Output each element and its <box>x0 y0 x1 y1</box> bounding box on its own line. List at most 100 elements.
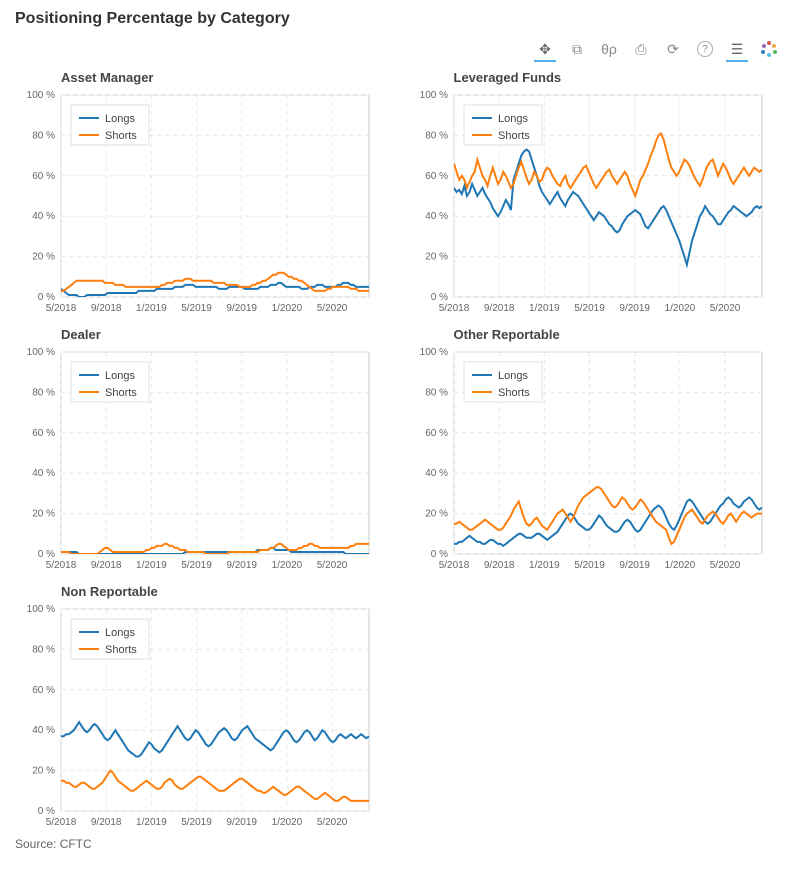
chart-svg-non-reportable[interactable]: 0 % 20 % 40 % 60 % 80 % 100 % 5/2018 9/2018 1/20… <box>15 601 375 831</box>
svg-text:40 %: 40 % <box>425 211 448 222</box>
svg-text:0 %: 0 % <box>38 549 55 560</box>
charts-grid: Asset Manager 0 % 20 % 40 % 60 % 80 % 100 % 5/2… <box>15 70 780 831</box>
help-icon[interactable]: ? <box>694 38 716 62</box>
svg-text:1/2020: 1/2020 <box>272 560 303 571</box>
svg-text:1/2020: 1/2020 <box>272 817 303 828</box>
hover-icon[interactable]: ☰ <box>726 38 748 62</box>
svg-text:Shorts: Shorts <box>498 387 530 399</box>
svg-text:5/2018: 5/2018 <box>46 560 77 571</box>
toolbar: ✥ ⧉ θρ ⎙ ⟳? ☰ <box>15 34 780 70</box>
svg-text:0 %: 0 % <box>430 292 447 303</box>
chart-other-reportable: Other Reportable 0 % 20 % 40 % 60 % 80 % 100 %… <box>408 327 781 574</box>
save-icon[interactable]: ⎙ <box>630 38 652 62</box>
svg-text:5/2020: 5/2020 <box>317 303 348 314</box>
svg-text:Longs: Longs <box>498 113 528 125</box>
svg-text:80 %: 80 % <box>425 130 448 141</box>
chart-title-non-reportable: Non Reportable <box>61 584 388 599</box>
chart-svg-dealer[interactable]: 0 %20 %40 %60 %80 %100 %5/20189/20181/20… <box>15 344 375 574</box>
svg-text:60 %: 60 % <box>425 171 448 182</box>
svg-text:5/2018: 5/2018 <box>438 303 469 314</box>
pan-icon[interactable]: ✥ <box>534 38 556 62</box>
chart-non-reportable: Non Reportable 0 % 20 % 40 % 60 % 80 % 100 % 5/… <box>15 584 388 831</box>
svg-text:1/2019: 1/2019 <box>529 303 560 314</box>
bokeh-logo-icon[interactable] <box>758 38 780 62</box>
svg-text:5/2019: 5/2019 <box>181 817 212 828</box>
svg-text:80 %: 80 % <box>425 387 448 398</box>
svg-text:20 %: 20 % <box>425 509 448 520</box>
svg-text:1/2019: 1/2019 <box>529 560 560 571</box>
svg-text:9/2018: 9/2018 <box>91 560 122 571</box>
svg-text:Shorts: Shorts <box>105 387 137 399</box>
svg-text:100 %: 100 % <box>419 347 447 358</box>
svg-text:9/2019: 9/2019 <box>619 303 650 314</box>
svg-text:5/2020: 5/2020 <box>709 560 740 571</box>
svg-text:5/2020: 5/2020 <box>317 560 348 571</box>
svg-text:5/2020: 5/2020 <box>709 303 740 314</box>
svg-text:5/2019: 5/2019 <box>574 303 605 314</box>
svg-text:1/2019: 1/2019 <box>136 303 167 314</box>
svg-text:5/2019: 5/2019 <box>181 560 212 571</box>
svg-text:20 %: 20 % <box>32 252 55 263</box>
chart-svg-asset-manager[interactable]: 0 %20 %40 %60 %80 %100 %5/20189/20181/20… <box>15 87 375 317</box>
svg-text:1/2020: 1/2020 <box>272 303 303 314</box>
svg-text:0 %: 0 % <box>38 292 55 303</box>
svg-text:9/2018: 9/2018 <box>91 817 122 828</box>
svg-text:40 %: 40 % <box>425 468 448 479</box>
svg-text:100 %: 100 % <box>419 90 447 101</box>
chart-asset-manager: Asset Manager 0 % 20 % 40 % 60 % 80 % 100 % 5/2… <box>15 70 388 317</box>
source-label: Source: CFTC <box>15 837 780 851</box>
svg-text:80 %: 80 % <box>32 130 55 141</box>
svg-text:Shorts: Shorts <box>105 644 137 656</box>
svg-text:1/2020: 1/2020 <box>664 303 695 314</box>
svg-text:80 %: 80 % <box>32 644 55 655</box>
chart-title-asset-manager: Asset Manager <box>61 70 388 85</box>
svg-text:60 %: 60 % <box>425 428 448 439</box>
svg-text:0 %: 0 % <box>38 806 55 817</box>
chart-title-other-reportable: Other Reportable <box>454 327 781 342</box>
svg-text:100 %: 100 % <box>27 90 55 101</box>
svg-text:5/2019: 5/2019 <box>181 303 212 314</box>
legend: Longs Shorts <box>71 619 149 659</box>
chart-svg-other-reportable[interactable]: 0 %20 %40 %60 %80 %100 %5/20189/20181/20… <box>408 344 768 574</box>
svg-text:80 %: 80 % <box>32 387 55 398</box>
svg-text:20 %: 20 % <box>32 766 55 777</box>
svg-text:40 %: 40 % <box>32 211 55 222</box>
svg-text:9/2019: 9/2019 <box>226 560 257 571</box>
svg-text:Shorts: Shorts <box>498 130 530 142</box>
svg-text:20 %: 20 % <box>425 252 448 263</box>
svg-text:Longs: Longs <box>105 627 135 639</box>
svg-text:9/2018: 9/2018 <box>483 560 514 571</box>
legend: LongsShorts <box>71 362 149 402</box>
svg-text:Longs: Longs <box>498 370 528 382</box>
svg-text:Longs: Longs <box>105 113 135 125</box>
svg-text:1/2020: 1/2020 <box>664 560 695 571</box>
svg-text:5/2018: 5/2018 <box>46 303 77 314</box>
svg-text:9/2019: 9/2019 <box>226 303 257 314</box>
zoom-box-icon[interactable]: ⧉ <box>566 38 588 62</box>
svg-text:0 %: 0 % <box>430 549 447 560</box>
legend: Longs Shorts <box>464 105 542 145</box>
svg-text:1/2019: 1/2019 <box>136 560 167 571</box>
svg-text:100 %: 100 % <box>27 347 55 358</box>
chart-leveraged-funds: Leveraged Funds 0 % 20 % 40 % 60 % 80 % 100 % 5… <box>408 70 781 317</box>
svg-text:60 %: 60 % <box>32 685 55 696</box>
legend: Longs Shorts <box>464 362 542 402</box>
svg-text:5/2018: 5/2018 <box>46 817 77 828</box>
svg-text:9/2019: 9/2019 <box>226 817 257 828</box>
wheel-zoom-icon[interactable]: θρ <box>598 38 620 62</box>
svg-text:1/2019: 1/2019 <box>136 817 167 828</box>
svg-text:60 %: 60 % <box>32 428 55 439</box>
reset-icon[interactable]: ⟳ <box>662 38 684 62</box>
svg-text:40 %: 40 % <box>32 468 55 479</box>
chart-dealer: Dealer0 %20 %40 %60 %80 %100 %5/20189/20… <box>15 327 388 574</box>
chart-title-leveraged-funds: Leveraged Funds <box>454 70 781 85</box>
page-title: Positioning Percentage by Category <box>15 10 780 28</box>
svg-text:9/2018: 9/2018 <box>483 303 514 314</box>
legend: Longs Shorts <box>71 105 149 145</box>
chart-title-dealer: Dealer <box>61 327 388 342</box>
svg-text:60 %: 60 % <box>32 171 55 182</box>
svg-text:100 %: 100 % <box>27 604 55 615</box>
chart-svg-leveraged-funds[interactable]: 0 % 20 % 40 % 60 % 80 % 100 % 5/2018 9/2018 1/20… <box>408 87 768 317</box>
svg-text:Shorts: Shorts <box>105 130 137 142</box>
svg-text:40 %: 40 % <box>32 725 55 736</box>
